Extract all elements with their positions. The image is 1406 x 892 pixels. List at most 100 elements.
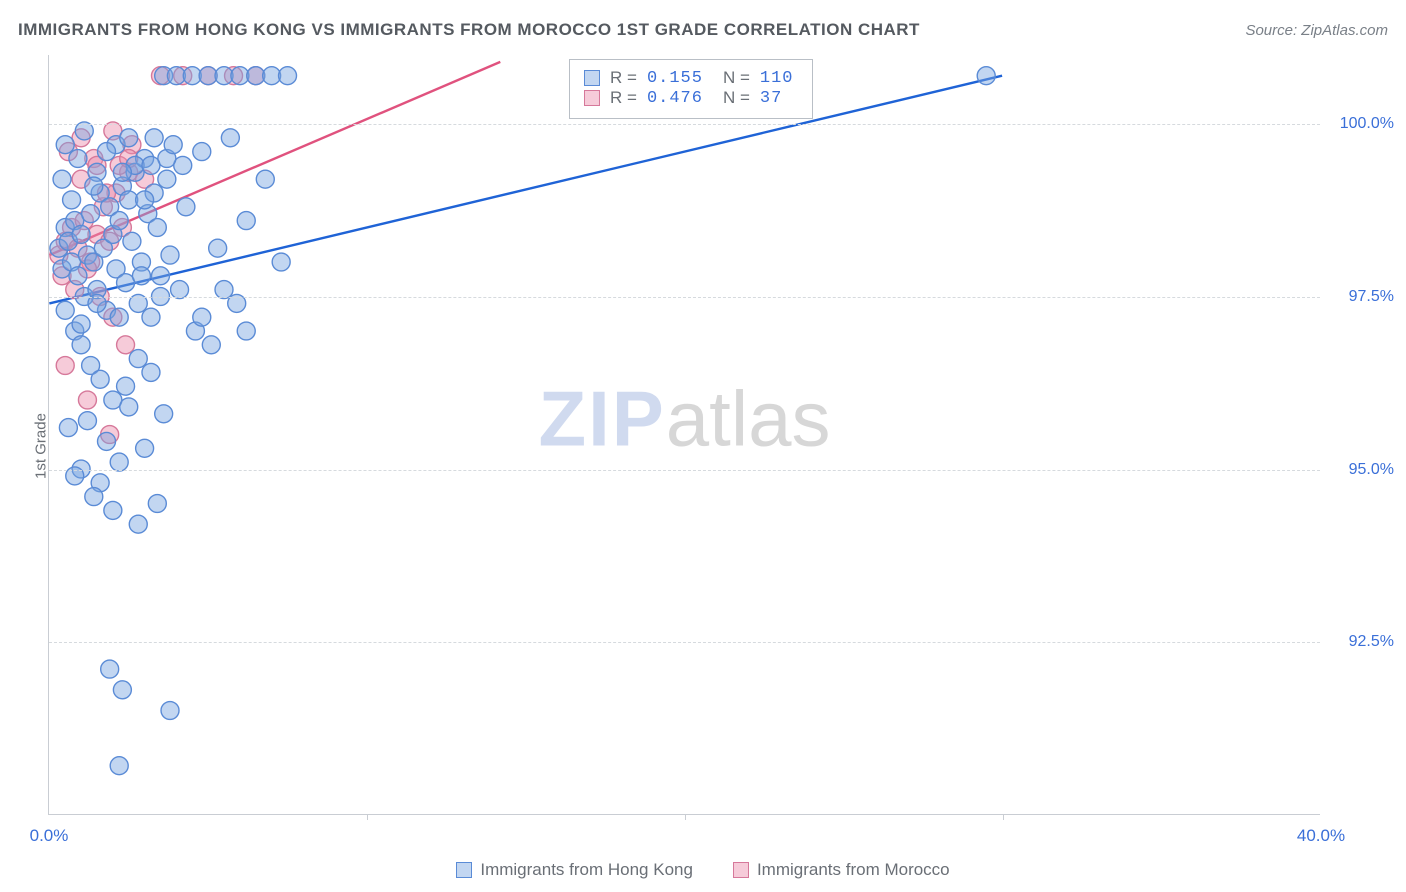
y-axis-label: 1st Grade xyxy=(32,413,49,479)
gridline xyxy=(49,642,1320,643)
data-point-hongkong xyxy=(129,350,147,368)
gridline xyxy=(49,297,1320,298)
stat-row-morocco: R = 0.476 N = 37 xyxy=(584,88,794,108)
data-point-hongkong xyxy=(78,412,96,430)
data-point-hongkong xyxy=(221,129,239,147)
stat-swatch xyxy=(584,70,600,86)
legend-item-hongkong: Immigrants from Hong Kong xyxy=(456,860,693,880)
data-point-hongkong xyxy=(202,336,220,354)
stat-row-hongkong: R = 0.155 N = 110 xyxy=(584,68,794,88)
data-point-hongkong xyxy=(148,495,166,513)
x-tick xyxy=(685,814,686,820)
data-point-hongkong xyxy=(110,453,128,471)
data-point-hongkong xyxy=(98,432,116,450)
data-point-hongkong xyxy=(161,246,179,264)
data-point-hongkong xyxy=(123,232,141,250)
data-point-hongkong xyxy=(177,198,195,216)
stat-n-value: 110 xyxy=(760,69,794,88)
data-point-hongkong xyxy=(136,191,154,209)
legend-swatch-hongkong xyxy=(456,862,472,878)
x-tick xyxy=(1003,814,1004,820)
legend-label-morocco: Immigrants from Morocco xyxy=(757,860,950,880)
stat-r-value: 0.476 xyxy=(647,89,703,108)
data-point-hongkong xyxy=(256,170,274,188)
chart-title: IMMIGRANTS FROM HONG KONG VS IMMIGRANTS … xyxy=(18,20,920,40)
x-tick-label: 40.0% xyxy=(1297,826,1345,846)
data-point-hongkong xyxy=(113,681,131,699)
data-point-hongkong xyxy=(237,322,255,340)
data-point-hongkong xyxy=(110,308,128,326)
data-point-hongkong xyxy=(59,419,77,437)
data-point-morocco xyxy=(56,357,74,375)
data-point-hongkong xyxy=(72,315,90,333)
data-point-morocco xyxy=(117,336,135,354)
bottom-legend: Immigrants from Hong Kong Immigrants fro… xyxy=(0,860,1406,880)
legend-swatch-morocco xyxy=(733,862,749,878)
data-point-hongkong xyxy=(113,163,131,181)
data-point-hongkong xyxy=(110,757,128,775)
data-point-hongkong xyxy=(161,702,179,720)
data-point-hongkong xyxy=(164,136,182,154)
data-point-hongkong xyxy=(56,301,74,319)
correlation-stat-box: R = 0.155 N = 110 R = 0.476 N = 37 xyxy=(569,59,813,119)
stat-r-label: R = xyxy=(610,88,637,108)
legend-label-hongkong: Immigrants from Hong Kong xyxy=(480,860,693,880)
data-point-hongkong xyxy=(91,370,109,388)
data-point-hongkong xyxy=(117,377,135,395)
data-point-hongkong xyxy=(85,177,103,195)
stat-swatch xyxy=(584,90,600,106)
data-point-hongkong xyxy=(155,405,173,423)
stat-r-value: 0.155 xyxy=(647,69,703,88)
data-point-hongkong xyxy=(158,170,176,188)
gridline xyxy=(49,470,1320,471)
data-point-hongkong xyxy=(272,253,290,271)
stat-n-label: N = xyxy=(723,68,750,88)
data-point-hongkong xyxy=(110,212,128,230)
data-point-hongkong xyxy=(142,156,160,174)
data-point-hongkong xyxy=(72,225,90,243)
data-point-hongkong xyxy=(63,191,81,209)
data-point-hongkong xyxy=(56,136,74,154)
data-point-hongkong xyxy=(53,170,71,188)
data-point-hongkong xyxy=(120,398,138,416)
data-point-hongkong xyxy=(193,143,211,161)
data-point-hongkong xyxy=(142,363,160,381)
trend-line-hongkong xyxy=(49,76,1002,304)
data-point-hongkong xyxy=(152,267,170,285)
y-tick-label: 100.0% xyxy=(1340,115,1394,133)
data-point-hongkong xyxy=(69,267,87,285)
data-point-hongkong xyxy=(120,129,138,147)
gridline xyxy=(49,124,1320,125)
data-point-hongkong xyxy=(148,219,166,237)
data-point-hongkong xyxy=(72,336,90,354)
x-tick-label: 0.0% xyxy=(30,826,69,846)
data-point-hongkong xyxy=(279,67,297,85)
legend-item-morocco: Immigrants from Morocco xyxy=(733,860,950,880)
data-point-hongkong xyxy=(142,308,160,326)
scatter-plot-area: ZIPatlas R =0.155N =110R =0.476N = 37 92… xyxy=(48,55,1320,815)
plot-svg xyxy=(49,55,1320,814)
data-point-hongkong xyxy=(145,129,163,147)
data-point-hongkong xyxy=(129,515,147,533)
data-point-hongkong xyxy=(132,267,150,285)
source-attribution: Source: ZipAtlas.com xyxy=(1245,22,1388,39)
data-point-hongkong xyxy=(101,660,119,678)
stat-n-label: N = xyxy=(723,88,750,108)
data-point-hongkong xyxy=(104,501,122,519)
y-tick-label: 95.0% xyxy=(1349,461,1394,479)
y-tick-label: 97.5% xyxy=(1349,288,1394,306)
y-tick-label: 92.5% xyxy=(1349,633,1394,651)
data-point-hongkong xyxy=(98,143,116,161)
data-point-hongkong xyxy=(85,488,103,506)
data-point-hongkong xyxy=(193,308,211,326)
stat-n-value: 37 xyxy=(760,89,782,108)
data-point-hongkong xyxy=(82,205,100,223)
data-point-hongkong xyxy=(136,439,154,457)
data-point-hongkong xyxy=(209,239,227,257)
data-point-hongkong xyxy=(977,67,995,85)
x-tick xyxy=(367,814,368,820)
data-point-hongkong xyxy=(237,212,255,230)
data-point-morocco xyxy=(78,391,96,409)
data-point-hongkong xyxy=(69,150,87,168)
stat-r-label: R = xyxy=(610,68,637,88)
